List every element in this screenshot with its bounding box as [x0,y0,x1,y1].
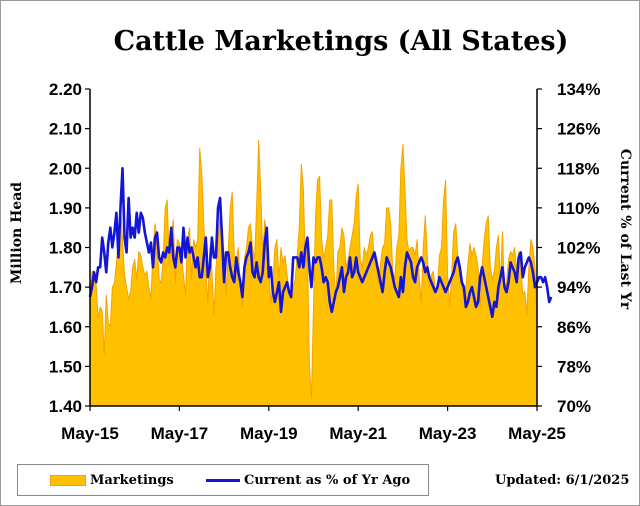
legend-item-pct: Current as % of Yr Ago [206,465,410,495]
x-tick-label: May-21 [329,424,387,443]
x-tick-label: May-17 [151,424,209,443]
right-tick-label: 134% [557,80,600,99]
right-tick-label: 126% [557,120,600,139]
right-tick-label: 86% [557,318,591,337]
right-tick-label: 94% [557,278,591,297]
right-axis-title: Current % of Last Yr [617,149,633,310]
x-tick-label: May-15 [61,424,119,443]
x-tick-label: May-23 [419,424,477,443]
right-tick-label: 70% [557,397,591,416]
updated-date: Updated: 6/1/2025 [495,473,630,488]
left-tick-label: 1.50 [49,357,82,376]
left-tick-label: 2.20 [49,80,82,99]
left-tick-label: 1.60 [49,318,82,337]
legend-label-marketings: Marketings [90,472,174,488]
right-tick-label: 78% [557,357,591,376]
axes: 1.40 1.50 1.60 1.70 1.80 1.90 2.00 2.10 2.20 70% 7… [49,80,601,443]
x-tick-label: May-19 [240,424,298,443]
marketings-swatch [50,474,86,486]
left-tick-label: 1.90 [49,199,82,218]
left-axis-title: Million Head [9,182,25,284]
right-tick-label: 102% [557,239,600,258]
legend-label-pct: Current as % of Yr Ago [244,472,411,488]
right-tick-label: 110% [557,199,600,218]
legend-item-marketings: Marketings [50,465,174,495]
plot-area [88,140,553,407]
right-tick-label: 118% [557,159,600,178]
left-tick-label: 1.80 [49,239,82,258]
legend: Marketings Current as % of Yr Ago [17,464,429,496]
left-tick-label: 1.70 [49,278,82,297]
left-tick-label: 1.40 [49,397,82,416]
pct-of-year-ago-line [88,166,553,319]
pct-swatch [206,478,240,482]
left-tick-label: 2.10 [49,120,82,139]
chart-title: Cattle Marketings (All States) [114,26,569,57]
left-tick-label: 2.00 [49,159,82,178]
x-tick-label: May-25 [508,424,566,443]
